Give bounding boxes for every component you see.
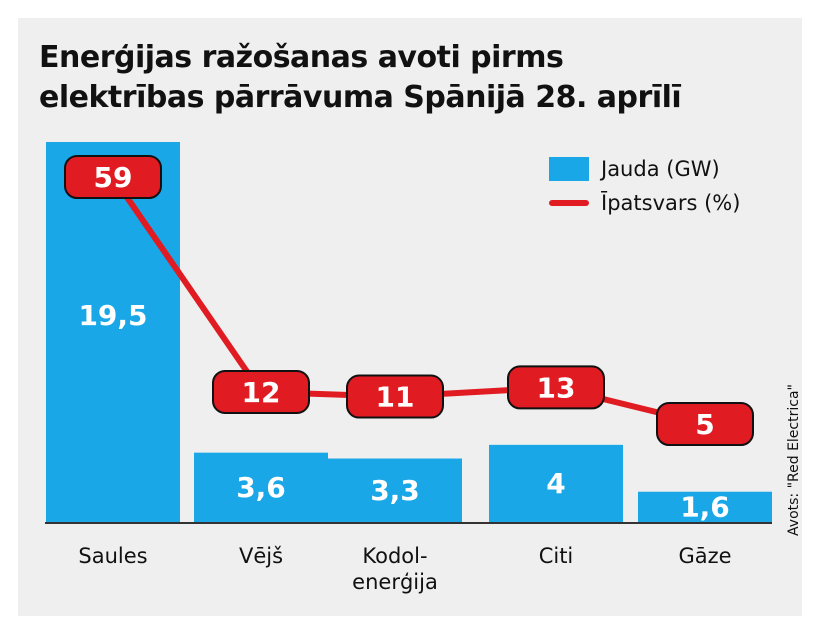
- x-tick-label-3: Citi: [539, 544, 574, 568]
- share-value-label-2: 11: [376, 381, 415, 414]
- x-tick-label-2-line-0: Kodol-: [362, 544, 427, 568]
- share-marker-4: [656, 402, 754, 446]
- share-value-label-0: 59: [94, 161, 133, 194]
- legend-swatch-capacity: [549, 157, 589, 181]
- share-marker-3: [507, 365, 605, 410]
- chart-title: Enerģijas ražošanas avoti pirms elektrīb…: [39, 38, 799, 118]
- share-marker-1: [212, 369, 310, 414]
- legend-item-share: Īpatsvars (%): [549, 186, 740, 220]
- bar-value-label-1: 3,6: [236, 471, 286, 504]
- legend-item-capacity: Jauda (GW): [549, 152, 740, 186]
- bar-2: [328, 458, 462, 523]
- share-value-label-4: 5: [695, 408, 714, 441]
- title-line-2: elektrības pārrāvuma Spānijā 28. aprīlī: [39, 80, 682, 115]
- x-tick-label-4: Gāze: [678, 544, 731, 568]
- legend-label-capacity: Jauda (GW): [601, 157, 720, 181]
- legend-line-share: [549, 200, 589, 206]
- bar-1: [194, 452, 328, 523]
- share-value-label-1: 12: [242, 376, 281, 409]
- share-value-label-3: 13: [537, 371, 576, 404]
- legend: Jauda (GW) Īpatsvars (%): [549, 152, 740, 220]
- x-tick-label-1: Vējš: [239, 544, 283, 568]
- title-line-1: Enerģijas ražošanas avoti pirms: [39, 40, 564, 75]
- share-marker-0: [64, 155, 162, 199]
- x-tick-label-0: Saules: [78, 544, 147, 568]
- bar-value-label-4: 1,6: [680, 490, 730, 523]
- bar-value-label-3: 4: [546, 467, 565, 500]
- bar-value-label-0: 19,5: [78, 299, 147, 332]
- share-marker-2: [346, 374, 444, 419]
- bar-0: [46, 142, 180, 523]
- bar-value-label-2: 3,3: [370, 474, 420, 507]
- source-note: Avots: "Red Electrica": [786, 384, 802, 536]
- legend-label-share: Īpatsvars (%): [601, 191, 741, 215]
- bar-4: [638, 491, 772, 523]
- bar-3: [489, 444, 623, 523]
- x-tick-label-2-line-1: enerģija: [352, 570, 438, 594]
